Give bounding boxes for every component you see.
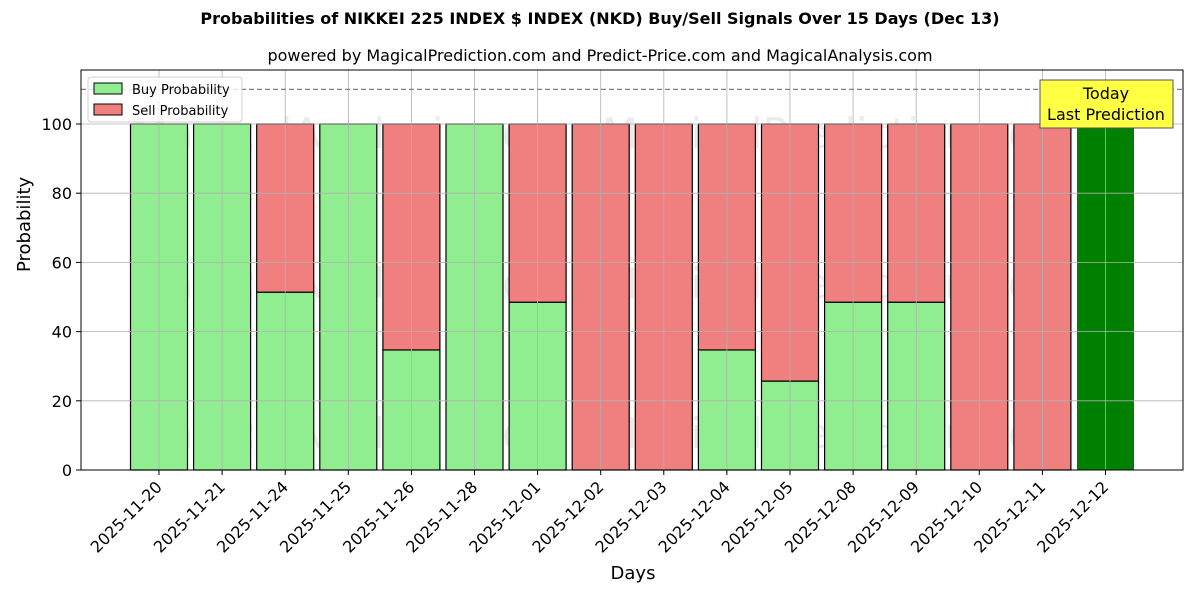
chart-title: Probabilities of NIKKEI 225 INDEX $ INDE… bbox=[200, 9, 1000, 28]
y-axis-label: Probability bbox=[14, 176, 35, 272]
y-tick-label: 40 bbox=[52, 323, 72, 342]
annotation-line2: Last Prediction bbox=[1047, 105, 1165, 124]
plot-frame bbox=[80, 69, 1184, 471]
today-annotation: Today Last Prediction bbox=[1039, 79, 1174, 129]
y-tick-label: 60 bbox=[52, 253, 72, 272]
x-axis-ticks: 2025-11-202025-11-212025-11-242025-11-25… bbox=[87, 470, 1112, 557]
legend-sell-label: Sell Probability bbox=[132, 104, 229, 119]
annotation-box bbox=[1039, 79, 1174, 129]
y-tick-label: 80 bbox=[52, 184, 72, 203]
x-axis-label: Days bbox=[610, 563, 656, 584]
y-tick-label: 20 bbox=[52, 392, 72, 411]
grid-lines bbox=[81, 70, 1183, 470]
y-tick-label: 0 bbox=[62, 461, 72, 480]
y-axis-ticks: 0 20 40 60 80 100 bbox=[41, 115, 81, 480]
chart-subtitle: powered by MagicalPrediction.com and Pre… bbox=[267, 46, 933, 65]
legend-buy-swatch bbox=[93, 82, 123, 95]
y-tick-label: 100 bbox=[41, 115, 72, 134]
annotation-line1: Today bbox=[1082, 84, 1129, 103]
legend: Buy Probability Sell Probability bbox=[87, 76, 243, 123]
legend-buy-label: Buy Probability bbox=[132, 83, 230, 98]
legend-sell-swatch bbox=[93, 103, 123, 116]
legend-box bbox=[87, 76, 243, 123]
